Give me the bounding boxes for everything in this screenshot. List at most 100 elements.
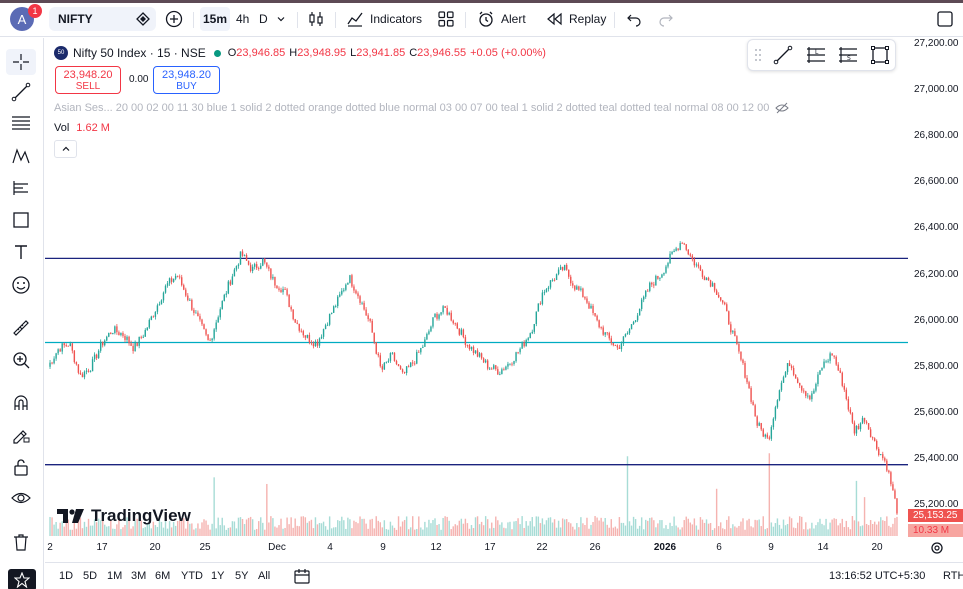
session-rth-button[interactable]: RTH bbox=[943, 570, 963, 582]
remove-drawings-tool[interactable] bbox=[10, 531, 32, 553]
candle-body bbox=[711, 283, 714, 287]
legend-title[interactable]: Nifty 50 Index · 15 · NSE bbox=[73, 46, 206, 60]
drag-handle-icon[interactable] bbox=[754, 47, 762, 63]
zoom-tool[interactable] bbox=[10, 349, 32, 371]
volume-bar bbox=[715, 488, 718, 536]
symbol-flag-icon[interactable] bbox=[136, 12, 150, 26]
interval-4h[interactable]: 4h bbox=[236, 12, 250, 26]
candle-body bbox=[882, 454, 884, 459]
replay-button[interactable]: Replay bbox=[545, 7, 606, 31]
volume-bar bbox=[154, 525, 157, 536]
volume-bar bbox=[788, 516, 791, 536]
price-axis[interactable]: 27,200.00 27,000.00 26,800.00 26,600.00 26,4… bbox=[908, 38, 963, 538]
buy-button[interactable]: 23,948.20 BUY bbox=[153, 66, 220, 94]
candle-body bbox=[539, 303, 542, 305]
candle-body bbox=[304, 335, 307, 338]
redo-button[interactable] bbox=[658, 7, 674, 31]
volume-bar bbox=[792, 527, 795, 536]
forecasting-tool[interactable] bbox=[10, 177, 32, 199]
interval-15m[interactable]: 15m bbox=[200, 7, 230, 31]
volume-bar bbox=[515, 521, 517, 536]
volume-bar bbox=[691, 524, 694, 536]
sell-button[interactable]: 23,948.20 SELL bbox=[55, 66, 121, 94]
crosshair-tool[interactable] bbox=[6, 49, 36, 75]
volume-bar bbox=[397, 516, 400, 536]
measure-tool[interactable] bbox=[10, 317, 32, 339]
volume-bar bbox=[345, 528, 347, 536]
candle-body bbox=[509, 363, 511, 365]
hide-drawings-tool[interactable] bbox=[10, 487, 32, 509]
fib-tool[interactable] bbox=[10, 112, 32, 134]
chart-settings-button[interactable] bbox=[929, 540, 945, 561]
clock-timezone[interactable]: 13:16:52 UTC+5:30 bbox=[829, 570, 926, 582]
candle-body bbox=[839, 370, 841, 373]
symbol-search[interactable]: NIFTY bbox=[49, 7, 156, 31]
candle-body bbox=[841, 372, 843, 386]
candle-body bbox=[302, 331, 305, 336]
candle-body bbox=[606, 332, 608, 334]
short-position-icon[interactable]: S bbox=[837, 45, 859, 65]
volume-bar bbox=[280, 518, 282, 536]
undo-button[interactable] bbox=[626, 7, 642, 31]
volume-bar bbox=[239, 517, 242, 536]
shapes-tool[interactable] bbox=[10, 209, 32, 231]
lock-drawings-tool[interactable] bbox=[10, 456, 32, 478]
stay-drawing-tool[interactable] bbox=[10, 424, 32, 446]
compare-symbol-button[interactable] bbox=[165, 7, 183, 31]
candle-body bbox=[819, 370, 821, 375]
volume-bar bbox=[241, 518, 244, 536]
time-axis[interactable]: 2 17 20 25 Dec 4 9 12 17 22 26 2026 6 9 14 20 bbox=[45, 538, 908, 558]
favorites-tool[interactable] bbox=[8, 569, 36, 589]
session-indicator-legend[interactable]: Asian Ses... 20 00 02 00 11 30 blue 1 so… bbox=[54, 101, 790, 115]
trend-line-icon[interactable] bbox=[773, 45, 793, 65]
range-3m[interactable]: 3M bbox=[131, 570, 147, 582]
magnet-tool[interactable] bbox=[10, 392, 32, 414]
range-1d[interactable]: 1D bbox=[59, 570, 74, 582]
rectangle-icon[interactable] bbox=[870, 45, 890, 65]
long-position-icon[interactable]: L bbox=[805, 45, 827, 65]
range-5y[interactable]: 5Y bbox=[235, 570, 249, 582]
volume-bar bbox=[452, 526, 454, 536]
tradingview-logo[interactable]: TradingView bbox=[57, 506, 191, 526]
volume-legend[interactable]: Vol 1.62 M bbox=[54, 122, 110, 134]
candle-body bbox=[892, 484, 894, 491]
candle-body bbox=[274, 276, 276, 286]
volume-bar bbox=[659, 520, 661, 536]
range-all[interactable]: All bbox=[258, 570, 271, 582]
buy-label: BUY bbox=[176, 81, 197, 92]
pattern-tool[interactable] bbox=[10, 145, 32, 167]
price-chart[interactable] bbox=[45, 38, 908, 538]
volume-bar bbox=[491, 522, 493, 536]
date-range-button[interactable] bbox=[293, 567, 311, 589]
chart-type-button[interactable] bbox=[307, 7, 325, 31]
trendline-tool[interactable] bbox=[10, 81, 32, 103]
candles-icon bbox=[309, 12, 323, 26]
alert-button[interactable]: Alert bbox=[477, 7, 526, 31]
candle-body bbox=[345, 284, 347, 290]
fullscreen-button[interactable] bbox=[936, 7, 954, 31]
volume-bar bbox=[181, 518, 183, 536]
candle-body bbox=[703, 276, 706, 281]
interval-d[interactable]: D bbox=[259, 12, 268, 26]
range-5d[interactable]: 5D bbox=[83, 570, 98, 582]
volume-bar bbox=[383, 520, 386, 536]
range-6m[interactable]: 6M bbox=[155, 570, 171, 582]
volume-bar bbox=[112, 528, 114, 536]
volume-bar bbox=[193, 529, 195, 536]
collapse-legend-button[interactable] bbox=[54, 140, 77, 158]
emoji-tool[interactable] bbox=[10, 274, 32, 296]
range-1m[interactable]: 1M bbox=[107, 570, 123, 582]
horizontal-levels[interactable] bbox=[45, 257, 908, 466]
volume-bar bbox=[211, 523, 213, 536]
layouts-button[interactable] bbox=[437, 7, 455, 31]
text-tool[interactable] bbox=[10, 241, 32, 263]
market-status-dot[interactable] bbox=[213, 49, 221, 57]
range-1y[interactable]: 1Y bbox=[211, 570, 225, 582]
indicators-button[interactable]: Indicators bbox=[346, 7, 422, 31]
candle-body bbox=[225, 293, 228, 295]
eye-off-icon[interactable] bbox=[775, 101, 790, 115]
alarm-clock-icon bbox=[479, 11, 493, 27]
interval-dropdown[interactable] bbox=[276, 7, 286, 31]
volume-bar bbox=[375, 516, 377, 536]
range-ytd[interactable]: YTD bbox=[181, 570, 203, 582]
